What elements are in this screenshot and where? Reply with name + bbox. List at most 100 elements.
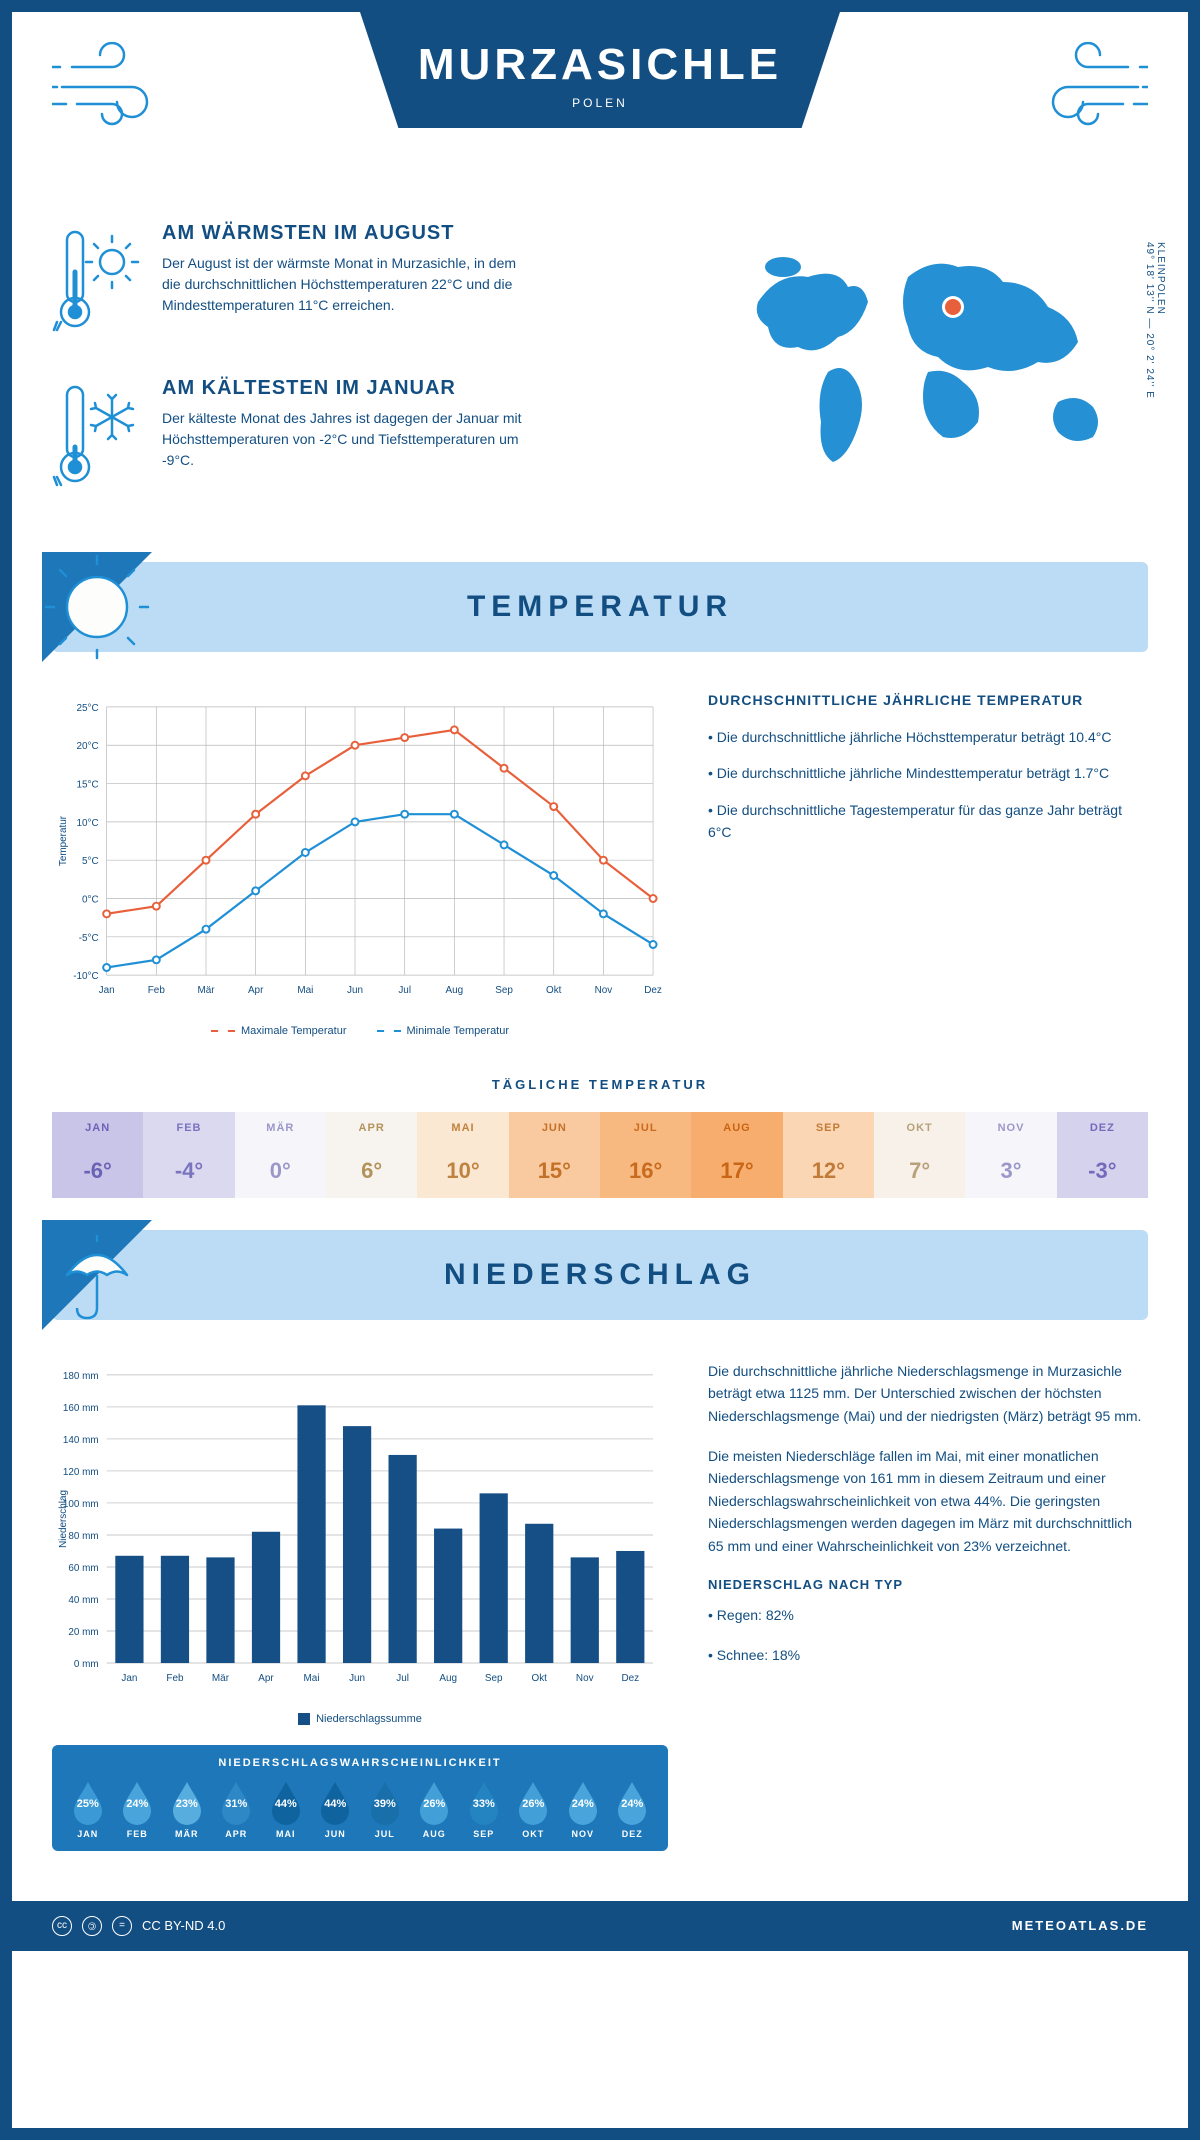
legend-precip: Niederschlagssumme xyxy=(298,1713,422,1725)
precip-chart-svg: 0 mm20 mm40 mm60 mm80 mm100 mm120 mm140 … xyxy=(52,1360,668,1698)
prob-title: NIEDERSCHLAGSWAHRSCHEINLICHKEIT xyxy=(64,1757,656,1769)
svg-text:Nov: Nov xyxy=(595,985,613,996)
svg-text:80 mm: 80 mm xyxy=(68,1531,98,1542)
wind-icon-right xyxy=(1018,42,1148,132)
svg-text:Sep: Sep xyxy=(495,985,513,996)
raindrop-icon: 26% xyxy=(415,1779,453,1825)
prob-cell: 26% OKT xyxy=(510,1779,558,1839)
raindrop-icon: 31% xyxy=(217,1779,255,1825)
section-bar-precip: NIEDERSCHLAG xyxy=(52,1230,1148,1320)
umbrella-icon xyxy=(42,1220,152,1330)
svg-text:20 mm: 20 mm xyxy=(68,1627,98,1638)
coldest-title: AM KÄLTESTEN IM JANUAR xyxy=(162,377,522,400)
svg-text:Feb: Feb xyxy=(166,1673,184,1684)
raindrop-icon: 24% xyxy=(564,1779,602,1825)
annual-b1: • Die durchschnittliche jährliche Höchst… xyxy=(708,726,1148,748)
intro-left: AM WÄRMSTEN IM AUGUST Der August ist der… xyxy=(52,222,698,532)
raindrop-icon: 39% xyxy=(366,1779,404,1825)
coldest-text: Der kälteste Monat des Jahres ist dagege… xyxy=(162,408,522,471)
precip-type-b1: • Regen: 82% xyxy=(708,1604,1148,1626)
precip-type-b2: • Schnee: 18% xyxy=(708,1644,1148,1666)
temp-legend: Maximale Temperatur Minimale Temperatur xyxy=(52,1025,668,1037)
raindrop-icon: 23% xyxy=(168,1779,206,1825)
annual-b3: • Die durchschnittliche Tagestemperatur … xyxy=(708,799,1148,844)
svg-text:40 mm: 40 mm xyxy=(68,1595,98,1606)
svg-text:10°C: 10°C xyxy=(77,818,99,829)
header: MURZASICHLE POLEN xyxy=(52,42,1148,192)
raindrop-icon: 25% xyxy=(69,1779,107,1825)
precip-row: 0 mm20 mm40 mm60 mm80 mm100 mm120 mm140 … xyxy=(52,1360,1148,1851)
footer: cc 🄯 = CC BY-ND 4.0 METEOATLAS.DE xyxy=(12,1901,1188,1951)
daily-temp-table: JAN -6° FEB -4° MÄR 0° APR 6° MAI 10° JU… xyxy=(52,1112,1148,1200)
prob-cell: 25% JAN xyxy=(64,1779,112,1839)
raindrop-icon: 44% xyxy=(267,1779,305,1825)
daily-temp-title: TÄGLICHE TEMPERATUR xyxy=(52,1077,1148,1092)
prob-row: 25% JAN 24% FEB 23% MÄR 31% APR xyxy=(64,1779,656,1839)
prob-cell: 39% JUL xyxy=(361,1779,409,1839)
precip-section-title: NIEDERSCHLAG xyxy=(444,1258,756,1292)
precip-p1: Die durchschnittliche jährliche Niedersc… xyxy=(708,1360,1148,1427)
warmest-text: Der August ist der wärmste Monat in Murz… xyxy=(162,253,522,316)
daily-col: DEZ -3° xyxy=(1057,1112,1148,1200)
region-label: KLEINPOLEN xyxy=(1155,242,1166,315)
daily-col: JUN 15° xyxy=(509,1112,600,1200)
precip-chart: 0 mm20 mm40 mm60 mm80 mm100 mm120 mm140 … xyxy=(52,1360,668,1851)
svg-text:-10°C: -10°C xyxy=(73,971,98,982)
svg-text:Niederschlag: Niederschlag xyxy=(58,1490,69,1548)
prob-cell: 24% NOV xyxy=(559,1779,607,1839)
svg-text:Mai: Mai xyxy=(297,985,313,996)
prob-cell: 44% MAI xyxy=(262,1779,310,1839)
svg-text:Apr: Apr xyxy=(248,985,264,996)
svg-text:Apr: Apr xyxy=(258,1673,274,1684)
thermometer-snow-icon xyxy=(52,377,142,502)
precip-p2: Die meisten Niederschläge fallen im Mai,… xyxy=(708,1445,1148,1557)
by-icon: 🄯 xyxy=(82,1916,102,1936)
probability-box: NIEDERSCHLAGSWAHRSCHEINLICHKEIT 25% JAN … xyxy=(52,1745,668,1851)
svg-text:Jan: Jan xyxy=(121,1673,137,1684)
intro-row: AM WÄRMSTEN IM AUGUST Der August ist der… xyxy=(52,222,1148,532)
svg-text:180 mm: 180 mm xyxy=(63,1371,99,1382)
svg-text:60 mm: 60 mm xyxy=(68,1563,98,1574)
temp-section-title: TEMPERATUR xyxy=(467,590,733,624)
section-bar-temp: TEMPERATUR xyxy=(52,562,1148,652)
svg-text:Okt: Okt xyxy=(532,1673,548,1684)
svg-text:160 mm: 160 mm xyxy=(63,1403,99,1414)
precip-legend: Niederschlagssumme xyxy=(52,1713,668,1725)
raindrop-icon: 24% xyxy=(613,1779,651,1825)
site-name: METEOATLAS.DE xyxy=(1012,1918,1148,1933)
raindrop-icon: 44% xyxy=(316,1779,354,1825)
daily-col: MÄR 0° xyxy=(235,1112,326,1200)
svg-text:Okt: Okt xyxy=(546,985,562,996)
map-svg xyxy=(728,222,1148,482)
precip-text: Die durchschnittliche jährliche Niedersc… xyxy=(708,1360,1148,1851)
page-subtitle: POLEN xyxy=(380,96,820,110)
svg-text:Aug: Aug xyxy=(446,985,464,996)
precip-type-title: NIEDERSCHLAG NACH TYP xyxy=(708,1575,1148,1596)
warmest-block: AM WÄRMSTEN IM AUGUST Der August ist der… xyxy=(52,222,698,347)
svg-text:Aug: Aug xyxy=(439,1673,457,1684)
temp-chart: -10°C-5°C0°C5°C10°C15°C20°C25°CJanFebMär… xyxy=(52,692,668,1037)
legend-min: Minimale Temperatur xyxy=(377,1025,510,1037)
svg-text:Feb: Feb xyxy=(148,985,166,996)
daily-col: MAI 10° xyxy=(417,1112,508,1200)
daily-col: NOV 3° xyxy=(965,1112,1056,1200)
cc-icon: cc xyxy=(52,1916,72,1936)
daily-col: APR 6° xyxy=(326,1112,417,1200)
raindrop-icon: 24% xyxy=(118,1779,156,1825)
prob-cell: 24% FEB xyxy=(114,1779,162,1839)
svg-text:Dez: Dez xyxy=(644,985,662,996)
prob-cell: 31% APR xyxy=(213,1779,261,1839)
svg-text:Jun: Jun xyxy=(349,1673,365,1684)
annual-b2: • Die durchschnittliche jährliche Mindes… xyxy=(708,762,1148,784)
svg-text:120 mm: 120 mm xyxy=(63,1467,99,1478)
svg-text:Dez: Dez xyxy=(621,1673,639,1684)
daily-col: SEP 12° xyxy=(783,1112,874,1200)
annual-title: DURCHSCHNITTLICHE JÄHRLICHE TEMPERATUR xyxy=(708,692,1148,708)
sun-icon xyxy=(42,552,152,662)
svg-text:15°C: 15°C xyxy=(77,780,99,791)
svg-text:Jul: Jul xyxy=(396,1673,409,1684)
svg-text:Jul: Jul xyxy=(398,985,411,996)
svg-text:-5°C: -5°C xyxy=(79,933,99,944)
svg-text:20°C: 20°C xyxy=(77,741,99,752)
coldest-block: AM KÄLTESTEN IM JANUAR Der kälteste Mona… xyxy=(52,377,698,502)
